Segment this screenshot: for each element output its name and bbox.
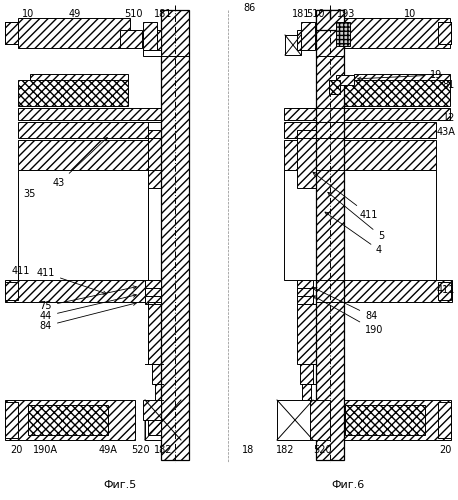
Text: 520: 520	[131, 445, 149, 455]
Text: 86: 86	[243, 3, 255, 13]
Polygon shape	[163, 400, 181, 440]
Bar	[297, 296, 313, 304]
Bar	[297, 288, 313, 296]
Bar	[5, 22, 18, 44]
Bar	[5, 402, 18, 438]
Text: 20: 20	[10, 445, 22, 455]
Text: 4: 4	[325, 212, 382, 255]
Text: 84: 84	[313, 288, 377, 321]
Bar	[5, 280, 145, 302]
Text: 411: 411	[12, 266, 30, 276]
Bar	[336, 75, 354, 85]
Bar	[148, 304, 161, 364]
Bar	[323, 400, 451, 440]
Text: 49: 49	[69, 9, 81, 19]
Text: 510: 510	[124, 9, 142, 19]
Bar	[438, 402, 451, 438]
Bar	[143, 22, 157, 50]
Bar	[5, 282, 18, 300]
Bar	[297, 30, 301, 50]
Text: 12: 12	[442, 113, 455, 123]
Text: 411: 411	[37, 268, 107, 294]
Bar	[5, 400, 135, 440]
Text: 510: 510	[306, 9, 324, 19]
Bar	[161, 10, 189, 460]
Bar	[302, 384, 311, 400]
Bar	[284, 122, 436, 138]
Bar	[340, 80, 450, 106]
Bar	[143, 50, 161, 56]
Bar	[277, 400, 313, 440]
Bar	[301, 22, 315, 50]
Bar	[297, 138, 316, 188]
Text: 10: 10	[22, 9, 34, 19]
Bar	[284, 108, 450, 120]
Bar	[18, 140, 148, 170]
Text: 75: 75	[39, 286, 136, 311]
Text: 182: 182	[276, 445, 294, 455]
Text: 190: 190	[313, 296, 383, 335]
Text: 5: 5	[328, 192, 384, 241]
Bar	[340, 18, 450, 48]
Polygon shape	[145, 400, 163, 440]
Bar	[18, 80, 128, 106]
Text: 43: 43	[53, 138, 107, 188]
Bar	[284, 170, 436, 280]
Bar	[285, 35, 301, 55]
Bar	[336, 22, 350, 46]
Text: 520: 520	[314, 445, 333, 455]
Text: 19: 19	[358, 70, 442, 80]
Bar	[145, 288, 161, 296]
Bar	[316, 10, 344, 30]
Bar	[143, 400, 161, 420]
Bar	[145, 280, 161, 288]
Bar	[148, 138, 161, 188]
Text: 20: 20	[439, 445, 451, 455]
Bar	[152, 364, 161, 384]
Text: 84: 84	[40, 302, 136, 331]
Bar	[157, 30, 161, 50]
Text: 43A: 43A	[436, 127, 455, 137]
Text: 181: 181	[154, 9, 172, 19]
Bar	[297, 130, 316, 138]
Bar	[18, 18, 130, 48]
Bar	[316, 280, 452, 302]
Text: 49A: 49A	[98, 445, 117, 455]
Text: 44: 44	[40, 294, 136, 321]
Bar	[155, 384, 161, 400]
Text: 182: 182	[154, 445, 172, 455]
Text: 411: 411	[313, 172, 378, 220]
Bar	[300, 364, 313, 384]
Text: 411: 411	[436, 285, 455, 295]
Bar	[310, 400, 330, 440]
Bar	[316, 10, 344, 460]
Bar	[438, 22, 451, 44]
Bar	[354, 74, 450, 80]
Bar	[297, 280, 313, 288]
Text: Фиг.6: Фиг.6	[332, 480, 365, 490]
Text: Фиг.5: Фиг.5	[104, 480, 136, 490]
Text: 10: 10	[404, 9, 416, 19]
Bar	[28, 405, 108, 435]
Bar	[148, 420, 161, 435]
Bar	[438, 282, 451, 300]
Bar	[297, 304, 316, 364]
Text: 181: 181	[292, 9, 311, 19]
Bar	[30, 74, 128, 80]
Bar	[18, 108, 161, 120]
Text: 81: 81	[443, 80, 455, 90]
Bar	[120, 30, 142, 48]
Text: 35: 35	[24, 189, 36, 199]
Bar	[284, 140, 436, 170]
Text: 193: 193	[337, 9, 355, 19]
Bar	[329, 80, 340, 94]
Text: 190A: 190A	[33, 445, 58, 455]
Bar	[18, 122, 148, 138]
Bar	[145, 296, 161, 304]
Bar	[145, 400, 181, 440]
Text: 18: 18	[242, 445, 254, 455]
Bar	[345, 405, 425, 435]
Bar	[18, 170, 148, 280]
Bar	[148, 130, 161, 138]
